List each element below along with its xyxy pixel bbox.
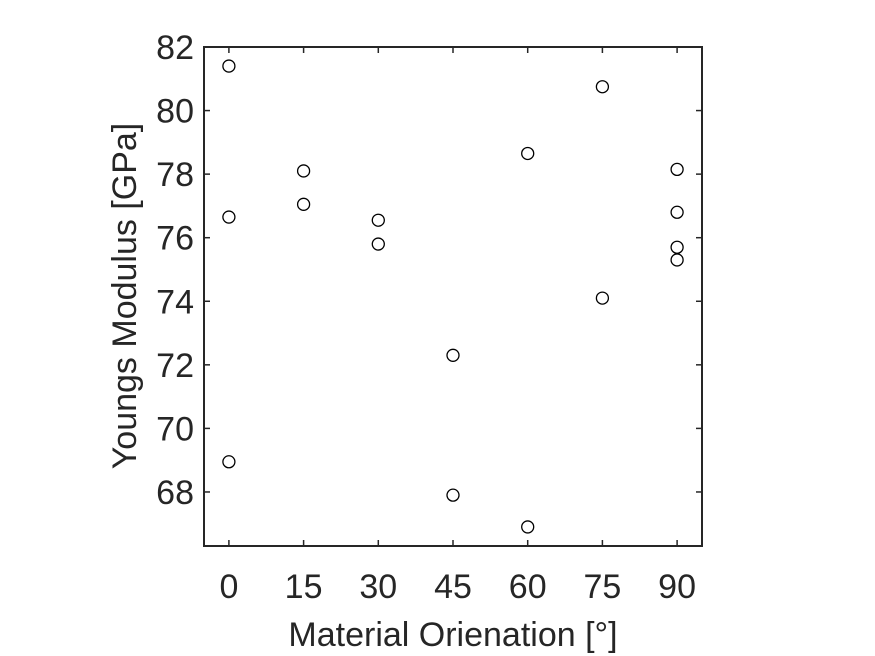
- data-point: [222, 455, 236, 469]
- x-tick-label: 45: [434, 568, 472, 606]
- data-point: [670, 162, 684, 177]
- data-point: [595, 291, 610, 305]
- data-point: [222, 59, 236, 73]
- y-tick-label: 72: [156, 347, 194, 385]
- y-tick-label: 82: [156, 29, 194, 67]
- data-point: [521, 146, 535, 161]
- data-point: [670, 253, 684, 267]
- data-point: [446, 488, 460, 502]
- data-points: [222, 59, 684, 534]
- x-tick-label: 60: [509, 568, 547, 606]
- x-tick-label: 0: [219, 568, 238, 606]
- x-tick-label: 30: [359, 568, 397, 606]
- data-point: [296, 197, 311, 211]
- x-axis-label: Material Orienation [°]: [288, 616, 617, 654]
- data-point: [446, 348, 460, 362]
- data-point: [296, 164, 311, 178]
- x-tick-label: 90: [658, 568, 696, 606]
- x-axis-ticks: 0 15 30 45 60 75 90: [219, 47, 696, 606]
- y-tick-label: 76: [156, 220, 194, 258]
- x-tick-label: 75: [583, 568, 621, 606]
- data-point: [595, 80, 610, 94]
- data-point: [521, 520, 535, 534]
- data-point: [222, 210, 236, 224]
- data-point: [670, 205, 684, 219]
- data-point: [371, 213, 385, 227]
- data-point: [670, 240, 684, 254]
- y-tick-label: 80: [156, 93, 194, 131]
- y-tick-label: 78: [156, 156, 194, 194]
- y-tick-label: 70: [156, 410, 194, 448]
- y-axis-ticks: 68 70 72 74 76 78 80 82: [156, 29, 702, 512]
- y-tick-label: 74: [156, 283, 194, 321]
- data-point: [371, 237, 385, 251]
- x-tick-label: 15: [285, 568, 323, 606]
- plot-area: [203, 46, 703, 547]
- y-axis-label: Youngs Modulus [GPa]: [106, 123, 144, 470]
- y-tick-label: 68: [156, 474, 194, 512]
